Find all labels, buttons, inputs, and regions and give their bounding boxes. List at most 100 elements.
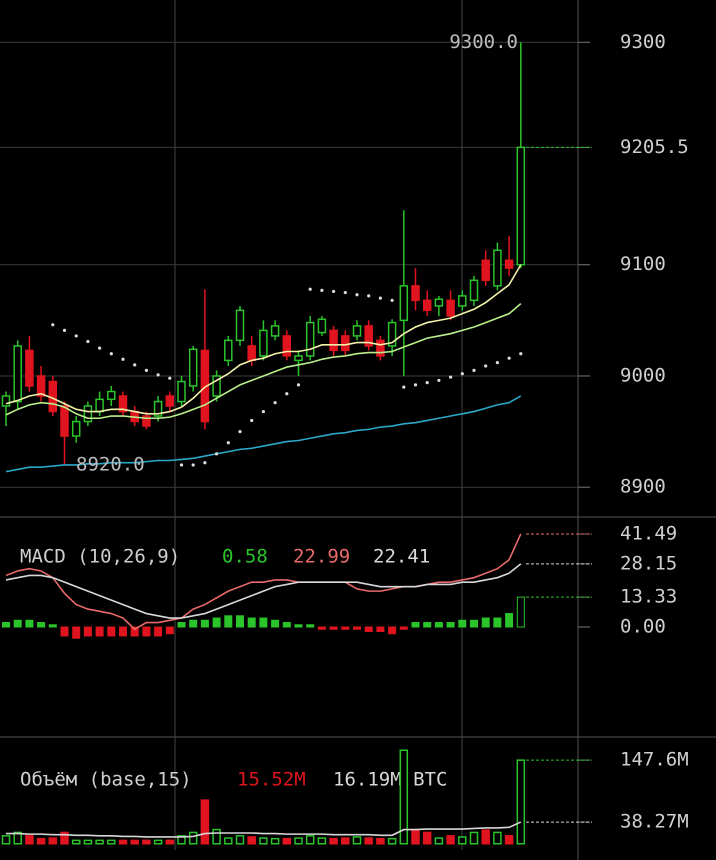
y-tick-label: 9300	[620, 31, 666, 53]
volume-bar	[446, 835, 455, 845]
volume-bar	[481, 829, 490, 845]
histogram-bar	[224, 615, 233, 628]
volume-bar	[504, 835, 514, 845]
histogram-bar	[247, 617, 256, 628]
sar-dot	[320, 288, 324, 292]
volume-bar	[212, 828, 221, 845]
sar-dot	[179, 463, 184, 467]
histogram-bar	[388, 626, 397, 635]
candle-body	[387, 321, 397, 347]
candle-body	[83, 405, 93, 423]
histogram-bar	[95, 626, 104, 637]
histogram-bar	[516, 596, 525, 628]
candle-body	[177, 380, 186, 403]
sar-dot	[250, 418, 254, 423]
candle-body	[469, 279, 479, 302]
volume-bar	[341, 837, 350, 845]
indicator-value: 22.41	[373, 546, 430, 568]
candle-body	[235, 309, 245, 342]
price-annotation: 9300.0	[449, 31, 518, 53]
sar-dot	[437, 378, 441, 383]
volume-bar	[399, 749, 409, 845]
volume-bar	[71, 839, 81, 845]
sar-dot	[484, 364, 488, 368]
histogram-bar	[376, 626, 385, 632]
sar-dot	[109, 352, 113, 356]
sar-dot	[296, 383, 301, 387]
sar-dot	[425, 381, 429, 385]
candle-body	[71, 420, 81, 437]
volume-bar	[422, 831, 432, 845]
candle-body	[434, 298, 444, 307]
volume-bar	[329, 837, 338, 845]
volume-bar	[387, 837, 397, 845]
sar-dot	[226, 441, 230, 445]
sar-dot	[308, 287, 312, 291]
sar-dot	[472, 368, 476, 373]
sar-dot	[74, 334, 78, 338]
candle-body	[399, 285, 409, 322]
sar-dot	[413, 383, 418, 387]
sar-dot	[402, 385, 406, 389]
histogram-bar	[60, 626, 69, 637]
volume-bar	[493, 831, 502, 845]
histogram-bar	[411, 622, 420, 628]
volume-bar	[317, 837, 327, 845]
volume-bar	[25, 835, 34, 845]
volume-bar	[107, 839, 116, 845]
volume-bar	[153, 839, 163, 845]
histogram-bar	[189, 619, 198, 628]
candle-body	[446, 299, 455, 317]
candle-body	[504, 259, 514, 269]
candle-body	[364, 325, 373, 347]
volume-bar	[60, 831, 69, 845]
sar-dot	[144, 368, 148, 373]
y-tick-label: 9100	[620, 253, 666, 275]
candle-body	[376, 339, 385, 357]
volume-bar	[200, 799, 210, 845]
candle-body	[224, 339, 233, 362]
histogram-bar	[154, 626, 163, 637]
y-tick-label: 28.15	[620, 552, 677, 574]
histogram-bar	[48, 624, 57, 628]
sar-dot	[156, 373, 160, 377]
volume-bar	[469, 831, 479, 845]
volume-bar	[165, 839, 175, 845]
histogram-bar	[341, 626, 350, 630]
volume-bar	[177, 835, 186, 845]
volume-bar	[247, 836, 256, 845]
volume-bar	[83, 839, 93, 845]
macd-line	[5, 563, 522, 619]
volume-bar	[458, 836, 467, 845]
y-tick-label: 147.6M	[620, 749, 689, 771]
candle-body	[411, 285, 420, 302]
candle-body	[422, 299, 432, 312]
histogram-bar	[212, 617, 221, 628]
moving-average-line	[5, 303, 522, 420]
candle-body	[329, 329, 338, 352]
volume-bar	[259, 837, 268, 845]
histogram-bar	[282, 622, 291, 628]
sar-dot	[495, 361, 499, 365]
volume-bar	[364, 837, 373, 845]
sar-dot	[168, 376, 172, 380]
volume-bar	[48, 837, 58, 845]
volume-bar	[188, 831, 198, 845]
histogram-bar	[83, 626, 92, 637]
candle-body	[341, 335, 350, 352]
volume-bar	[130, 839, 139, 845]
volume-bar	[294, 837, 303, 845]
candle-body	[282, 335, 292, 357]
histogram-bar	[294, 624, 303, 628]
histogram-bar	[236, 615, 244, 628]
volume-ma-line	[6, 821, 522, 838]
candle-body	[259, 329, 268, 357]
candle-body	[458, 295, 467, 307]
histogram-bar	[37, 622, 46, 628]
sar-dot	[367, 294, 371, 298]
histogram-bar	[458, 619, 467, 628]
sar-dot	[378, 296, 382, 300]
sar-dot	[86, 339, 90, 344]
histogram-bar	[434, 622, 443, 628]
sar-dot	[273, 401, 277, 405]
